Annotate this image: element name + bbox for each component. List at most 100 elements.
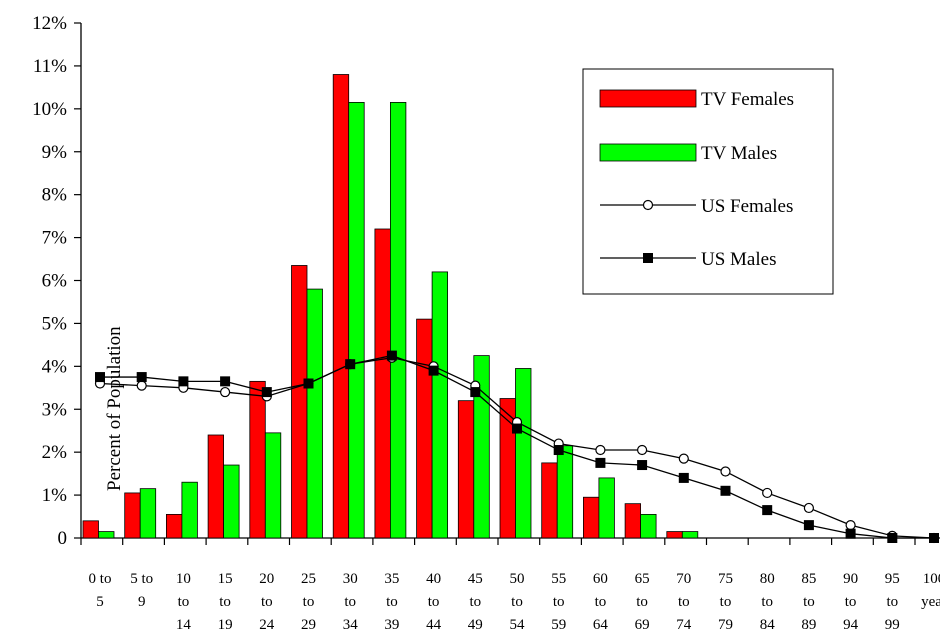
bar-tv-females [374, 228, 391, 539]
x-tick-label: 9 [138, 594, 146, 610]
legend-label-tv-females: TV Females [701, 89, 794, 110]
y-tick-label: 8% [42, 185, 68, 206]
bar-tv-males [139, 488, 157, 539]
bar-tv-males [515, 368, 532, 539]
x-tick-label: 65 [635, 571, 650, 587]
x-tick-label: 14 [176, 617, 192, 633]
bar-tv-females [291, 265, 308, 539]
y-tick-label: 9% [42, 142, 68, 163]
point-us-males [136, 372, 147, 383]
bar-tv-females [416, 318, 433, 539]
bar-tv-males [431, 271, 449, 539]
point-us-males [428, 365, 439, 376]
y-tick-label: 11% [33, 56, 67, 77]
y-tick-label: 7% [42, 228, 68, 249]
point-us-males [95, 372, 105, 383]
x-tick-label: to [219, 594, 231, 610]
bar-tv-females [666, 531, 683, 539]
x-tick-label: to [761, 594, 773, 610]
point-us-females [803, 502, 815, 514]
bar-tv-females [82, 520, 99, 539]
bar-tv-males [264, 432, 282, 539]
point-us-males [386, 350, 397, 361]
x-tick-label: 75 [718, 571, 733, 587]
bar-tv-males [348, 101, 365, 539]
point-us-males [929, 533, 939, 543]
point-us-males [220, 376, 231, 387]
x-tick-label: 94 [843, 617, 859, 633]
bar-tv-males [640, 513, 657, 539]
x-tick-label: to [678, 594, 690, 610]
bar-tv-females [207, 434, 225, 539]
point-us-males [512, 423, 522, 434]
x-tick-label: 99 [885, 617, 900, 633]
x-tick-label: to [511, 594, 523, 610]
y-tick-label: 5% [42, 313, 68, 334]
y-tick-label: 1% [42, 485, 68, 506]
bar-tv-females [541, 462, 558, 539]
x-tick-label: to [553, 594, 565, 610]
bar-tv-males [181, 481, 198, 539]
x-tick-label: to [428, 594, 440, 610]
x-tick-label: 20 [259, 571, 274, 587]
point-us-females [762, 487, 773, 499]
point-us-males [178, 376, 189, 387]
y-tick-labels: 0 1% 2% 3% 4% 5% 6% 7% 8% 9% 10% 11% 12% [32, 13, 67, 549]
x-tick-label: 25 [301, 571, 316, 587]
point-us-females [678, 453, 689, 464]
x-tick-label: 49 [468, 617, 483, 633]
legend-swatch-tv-males [599, 143, 697, 162]
bar-tv-males [681, 531, 699, 539]
y-tick-label: 6% [42, 271, 68, 292]
x-tick-label: 79 [718, 617, 733, 633]
point-us-females [595, 444, 606, 456]
y-tick-label: 12% [32, 13, 67, 34]
bar-tv-males [223, 464, 240, 539]
x-tick-label: 89 [801, 617, 816, 633]
bar-tv-males [389, 101, 407, 539]
x-tick-label: to [636, 594, 648, 610]
x-tick-label: to [303, 594, 315, 610]
x-tick-label: 35 [384, 571, 399, 587]
x-tick-label: 64 [593, 617, 609, 633]
x-tick-label: 70 [676, 571, 691, 587]
legend-label-us-males: US Males [701, 249, 776, 270]
legend-label-tv-males: TV Males [701, 143, 777, 164]
legend-swatch-tv-females [599, 89, 697, 108]
point-us-females [220, 386, 231, 398]
y-tick-label: 2% [42, 442, 68, 463]
point-us-males [345, 359, 356, 370]
line-series [94, 350, 940, 544]
point-us-females [636, 444, 648, 456]
y-tick-label: 3% [42, 399, 68, 420]
x-tick-label: 29 [301, 617, 316, 633]
x-tick-label: to [595, 594, 607, 610]
bar-tv-females [457, 400, 475, 539]
point-us-males [762, 505, 773, 516]
x-tick-label: 10 [176, 571, 191, 587]
x-tick-label: 59 [551, 617, 566, 633]
x-tick-label: to [469, 594, 481, 610]
point-us-males [803, 520, 814, 531]
point-us-males [470, 387, 481, 398]
x-tick-label: 90 [843, 571, 858, 587]
point-us-males [720, 485, 731, 496]
x-tick-label: to [344, 594, 356, 610]
x-tick-label: 44 [426, 617, 442, 633]
bar-tv-males [306, 288, 323, 539]
point-us-females [720, 466, 731, 477]
y-axis-label: Percent of Population [104, 326, 125, 491]
point-us-females [845, 520, 856, 531]
x-tick-label: to [845, 594, 857, 610]
x-tick-label: 84 [760, 617, 776, 633]
x-tick-label: 24 [259, 617, 275, 633]
x-tick-label: 50 [510, 571, 525, 587]
x-tick-label: to [720, 594, 732, 610]
x-tick-label: 69 [635, 617, 650, 633]
bar-tv-females [332, 74, 350, 539]
bar-tv-males [98, 531, 115, 539]
bar-tv-males [556, 445, 574, 539]
point-us-females [136, 380, 147, 391]
